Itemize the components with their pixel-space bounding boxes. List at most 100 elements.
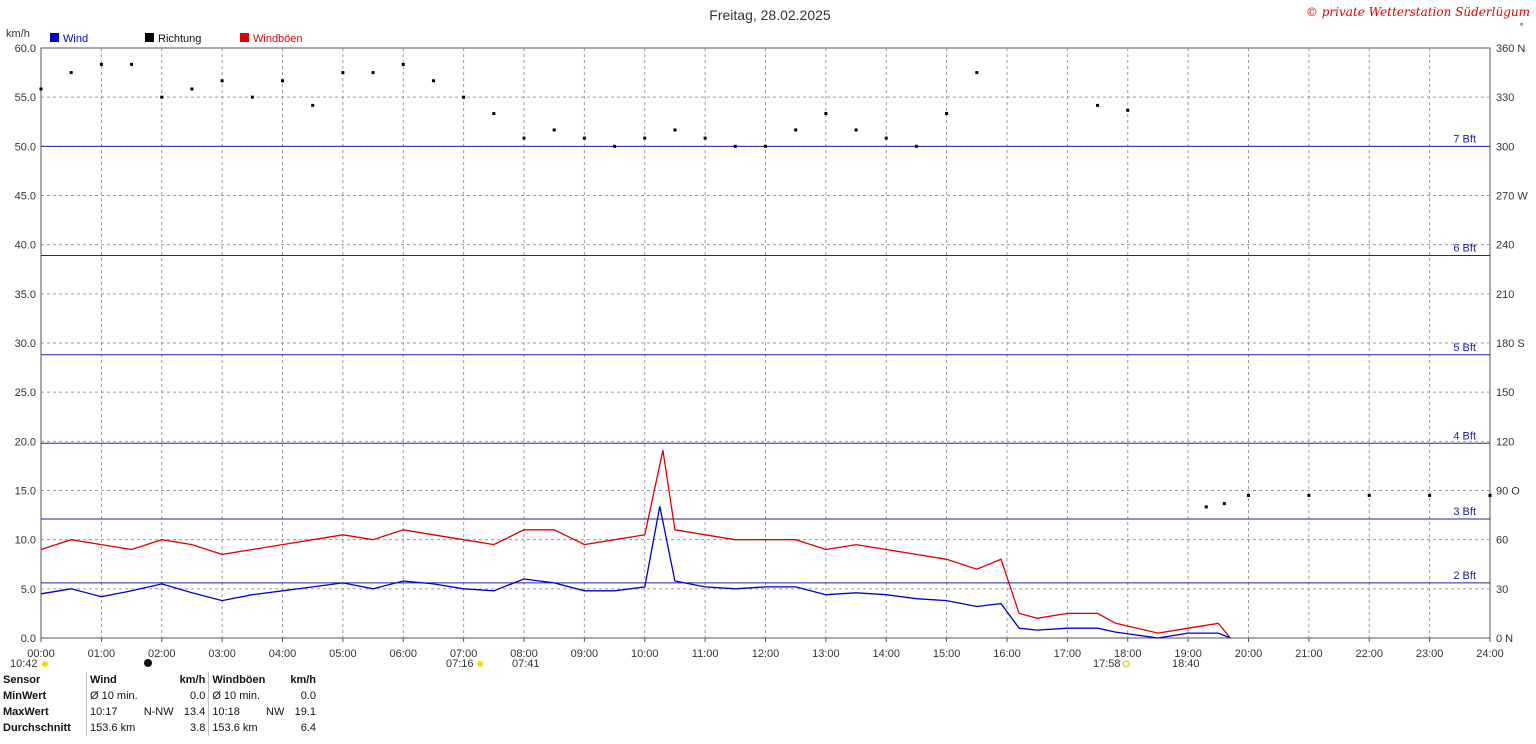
- x-tick-label: 09:00: [571, 648, 599, 660]
- x-tick-label: 10:00: [631, 648, 659, 660]
- x-tick-label: 14:00: [872, 648, 900, 660]
- x-tick-label: 18:00: [1114, 648, 1142, 660]
- x-tick-label: 21:00: [1295, 648, 1323, 660]
- legend-entry: Richtung: [158, 33, 201, 45]
- stats-cell: N-NW: [143, 706, 174, 718]
- sunrise-label: 07:16: [446, 658, 474, 670]
- series-windboen: [40, 450, 1231, 639]
- sunset-icon: [1122, 660, 1130, 668]
- direction-point: [552, 128, 556, 132]
- x-tick-label: 23:00: [1416, 648, 1444, 660]
- stats-cell: 10:18: [208, 704, 263, 720]
- x-tick-label: 24:00: [1476, 648, 1504, 660]
- direction-point: [69, 71, 73, 75]
- y-tick-label: 60.0: [15, 43, 36, 55]
- sun-icon: [42, 661, 48, 667]
- y2-tick-label: 360 N: [1496, 43, 1525, 55]
- legend-entry: Wind: [63, 33, 88, 45]
- direction-point: [914, 144, 918, 148]
- wind-chart: Freitag, 28.02.2025 © private Wetterstat…: [6, 5, 1530, 670]
- direction-point: [1126, 108, 1130, 112]
- stats-cell: 153.6 km: [208, 720, 263, 736]
- y2-tick-label: 240: [1496, 240, 1514, 252]
- series-wind: [40, 506, 1231, 639]
- stats-cell: 10:17: [85, 704, 141, 720]
- y2-tick-label: 90 O: [1496, 486, 1520, 498]
- stats-cell: 19.1: [294, 706, 317, 718]
- direction-point: [1367, 493, 1371, 497]
- y2-tick-label: 30: [1496, 584, 1508, 596]
- stats-row-label: Durchschnitt: [3, 722, 71, 734]
- x-tick-label: 05:00: [329, 648, 357, 660]
- stats-cell: NW: [266, 706, 285, 718]
- direction-point: [975, 71, 979, 75]
- stats-cell: [141, 688, 177, 704]
- legend-swatch: [240, 33, 249, 42]
- y-tick-label: 10.0: [15, 535, 36, 547]
- direction-point: [764, 144, 767, 148]
- y2-tick-label: 0 N: [1496, 633, 1513, 645]
- direction-point: [431, 79, 435, 83]
- stats-cell: 13.4: [183, 706, 206, 718]
- direction-point: [130, 62, 134, 66]
- direction-point: [1428, 493, 1432, 497]
- x-tick-label: 13:00: [812, 648, 840, 660]
- direction-point: [190, 87, 194, 91]
- moon-icon: [144, 659, 152, 667]
- x-tick-label: 06:00: [389, 648, 417, 660]
- x-tick-label: 04:00: [269, 648, 297, 660]
- x-tick-label: 22:00: [1355, 648, 1383, 660]
- y-tick-label: 50.0: [15, 141, 36, 153]
- legend: Wind Richtung Windböen: [50, 33, 303, 45]
- y2-tick-label: 330: [1496, 92, 1514, 104]
- grid: [40, 47, 1491, 639]
- direction-point: [492, 112, 496, 116]
- stats-cell: [263, 720, 287, 736]
- direction-point: [1247, 493, 1250, 497]
- y2-tick-label: 300: [1496, 141, 1514, 153]
- beaufort-label: 2 Bft: [1453, 570, 1476, 582]
- beaufort-label: 7 Bft: [1453, 133, 1476, 145]
- y2-tick-label: 120: [1496, 436, 1514, 448]
- direction-point: [311, 103, 315, 107]
- stats-header-wind-unit: km/h: [179, 674, 206, 686]
- axes: 0.0 5.0 10.0 15.0 20.0 25.0 30.0 35.0 40.0 45.0 50…: [15, 43, 1529, 660]
- stats-cell: 6.4: [300, 722, 317, 734]
- stats-header-row: Sensor Wind km/h Windböen km/h: [0, 672, 319, 688]
- y-tick-label: 55.0: [15, 92, 36, 104]
- direction-point: [884, 136, 888, 140]
- beaufort-label: 6 Bft: [1453, 242, 1476, 254]
- stats-header-sensor: Sensor: [3, 674, 41, 686]
- sunrise2-label: 07:41: [512, 658, 540, 670]
- direction-point: [401, 62, 405, 66]
- direction-point: [160, 95, 164, 99]
- legend-swatch: [50, 33, 59, 42]
- direction-point: [613, 144, 617, 148]
- stats-cell: 153.6 km: [85, 720, 141, 736]
- stats-header-wind: Wind: [85, 672, 177, 688]
- y-tick-label: 45.0: [15, 191, 36, 203]
- direction-point: [99, 62, 103, 66]
- direction-point: [1096, 103, 1100, 107]
- stats-cell: [141, 720, 177, 736]
- y-unit-label: km/h: [6, 28, 30, 40]
- x-tick-label: 17:00: [1054, 648, 1082, 660]
- y2-tick-label: 60: [1496, 535, 1508, 547]
- direction-point: [824, 112, 828, 116]
- y2-tick-label: 270 W: [1496, 191, 1528, 203]
- direction-point: [794, 128, 798, 132]
- x-tick-label: 07:00: [450, 648, 478, 660]
- stats-header-gust-unit: km/h: [290, 674, 317, 686]
- y-tick-label: 35.0: [15, 289, 36, 301]
- y-tick-label: 30.0: [15, 338, 36, 350]
- sun-markers: 10:42 07:16 07:41 17:58 18:40: [10, 658, 1200, 670]
- sunset2-label: 18:40: [1172, 658, 1200, 670]
- stats-cell: Ø 10 min.: [208, 688, 263, 704]
- legend-entry: Windböen: [253, 33, 303, 45]
- stats-cell: 0.0: [300, 690, 317, 702]
- stats-row-min: MinWert Ø 10 min. 0.0 Ø 10 min. 0.0: [0, 688, 319, 704]
- y2-tick-label: 150: [1496, 387, 1514, 399]
- beaufort-label: 4 Bft: [1453, 430, 1476, 442]
- stats-header-gust: Windböen: [208, 672, 288, 688]
- y-tick-label: 15.0: [15, 486, 36, 498]
